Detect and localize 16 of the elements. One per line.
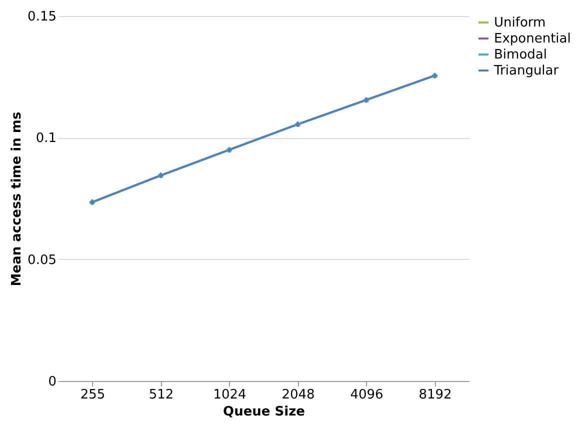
legend-label: Bimodal	[494, 48, 547, 62]
x-tick-label: 512	[148, 388, 174, 402]
x-tick-label: 8192	[418, 388, 452, 402]
y-tick-label: 0.05	[28, 252, 56, 268]
x-tick-label: 2048	[282, 388, 315, 402]
y-axis-title: Mean access time in ms	[10, 112, 25, 286]
y-tick-label: 0.1	[36, 131, 56, 146]
legend-label: Exponential	[494, 32, 571, 46]
y-tick-label: 0.15	[28, 10, 56, 24]
y-tick-label: 0	[48, 374, 56, 390]
x-tick-label: 4096	[350, 388, 384, 402]
x-tick-label: 1024	[213, 388, 246, 402]
legend-label: Triangular	[493, 64, 560, 78]
x-tick-label: 255	[80, 388, 106, 402]
x-axis-title: Queue Size	[223, 404, 306, 420]
legend-label: Uniform	[494, 16, 546, 30]
